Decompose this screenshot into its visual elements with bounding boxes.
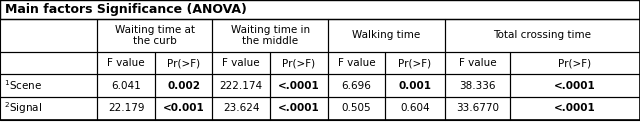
- Bar: [97, 52, 155, 74]
- Bar: [270, 97, 328, 120]
- Text: 0.001: 0.001: [399, 81, 431, 91]
- Bar: [0, 18, 97, 52]
- Bar: [97, 74, 155, 97]
- Text: 222.174: 222.174: [220, 81, 263, 91]
- Bar: [155, 97, 212, 120]
- Bar: [270, 52, 328, 74]
- Text: Pr(>F): Pr(>F): [559, 58, 591, 68]
- Bar: [212, 74, 270, 97]
- Text: 23.624: 23.624: [223, 103, 260, 113]
- Bar: [212, 18, 328, 52]
- Text: Pr(>F): Pr(>F): [167, 58, 200, 68]
- Text: <.0001: <.0001: [278, 103, 320, 113]
- Text: $^2$Signal: $^2$Signal: [4, 100, 42, 116]
- Text: 0.002: 0.002: [167, 81, 200, 91]
- Text: <.0001: <.0001: [278, 81, 320, 91]
- Text: F value: F value: [459, 58, 496, 68]
- Text: Main factors Significance (ANOVA): Main factors Significance (ANOVA): [5, 3, 247, 16]
- Bar: [445, 18, 640, 52]
- Text: 22.179: 22.179: [108, 103, 145, 113]
- Bar: [0, 52, 97, 74]
- Text: F value: F value: [223, 58, 260, 68]
- Text: <.0001: <.0001: [554, 103, 596, 113]
- Text: 33.6770: 33.6770: [456, 103, 499, 113]
- Bar: [0, 74, 97, 97]
- Text: Walking time: Walking time: [352, 30, 420, 40]
- Bar: [0, 0, 640, 18]
- Bar: [97, 18, 212, 52]
- Bar: [445, 97, 510, 120]
- Bar: [328, 97, 385, 120]
- Bar: [328, 74, 385, 97]
- Text: 0.505: 0.505: [342, 103, 371, 113]
- Bar: [270, 74, 328, 97]
- Bar: [510, 97, 640, 120]
- Text: <0.001: <0.001: [163, 103, 205, 113]
- Bar: [212, 52, 270, 74]
- Bar: [445, 52, 510, 74]
- Text: F value: F value: [108, 58, 145, 68]
- Bar: [155, 74, 212, 97]
- Bar: [510, 74, 640, 97]
- Text: Pr(>F): Pr(>F): [282, 58, 316, 68]
- Text: Total crossing time: Total crossing time: [493, 30, 591, 40]
- Text: Pr(>F): Pr(>F): [399, 58, 431, 68]
- Bar: [155, 52, 212, 74]
- Bar: [212, 97, 270, 120]
- Bar: [385, 52, 445, 74]
- Text: 6.041: 6.041: [111, 81, 141, 91]
- Bar: [328, 52, 385, 74]
- Text: 6.696: 6.696: [342, 81, 371, 91]
- Text: 38.336: 38.336: [459, 81, 496, 91]
- Text: 0.604: 0.604: [400, 103, 430, 113]
- Bar: [385, 74, 445, 97]
- Text: $^1$Scene: $^1$Scene: [4, 79, 42, 92]
- Bar: [385, 97, 445, 120]
- Bar: [445, 74, 510, 97]
- Bar: [97, 97, 155, 120]
- Bar: [328, 18, 445, 52]
- Text: Waiting time in
the middle: Waiting time in the middle: [230, 24, 310, 46]
- Bar: [510, 52, 640, 74]
- Text: Waiting time at
the curb: Waiting time at the curb: [115, 24, 195, 46]
- Bar: [0, 97, 97, 120]
- Text: F value: F value: [338, 58, 375, 68]
- Text: <.0001: <.0001: [554, 81, 596, 91]
